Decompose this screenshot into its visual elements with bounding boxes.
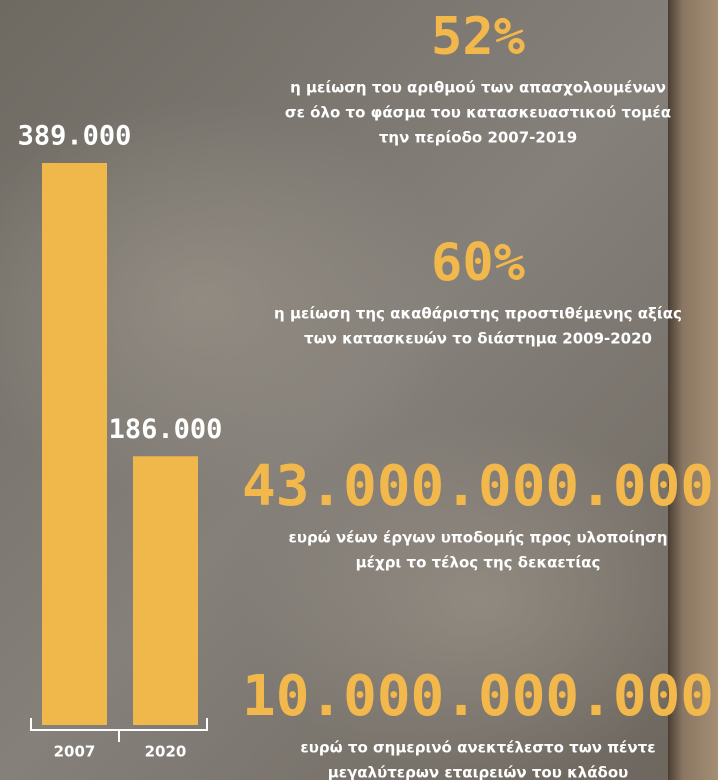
stat-figure: 43.000.000.000 — [242, 454, 714, 519]
stat-text: μέχρι το τέλος της δεκαετίας — [356, 554, 601, 572]
bar — [42, 163, 107, 725]
value-label: 389.000 — [18, 121, 132, 152]
stat-figure: 10.000.000.000 — [242, 664, 714, 729]
stat-text: των κατασκευών το διάστημα 2009-2020 — [304, 330, 652, 348]
stat-text: ευρώ το σημερινό ανεκτέλεστο των πέντε — [300, 739, 655, 757]
stat-text: η μείωση του αριθμού των απασχολουμένων — [290, 79, 666, 97]
stat-text: την περίοδο 2007-2019 — [379, 129, 577, 147]
x-tick-label: 2020 — [145, 743, 187, 761]
stat-text: σε όλο το φάσμα του κατασκευαστικού τομέ… — [285, 104, 671, 122]
stat-text: η μείωση της ακαθάριστης προστιθέμενης α… — [274, 305, 682, 323]
wood-plank — [668, 0, 718, 780]
x-tick-label: 2007 — [54, 743, 96, 761]
bar — [133, 456, 198, 725]
stat-figure: 60% — [431, 233, 525, 293]
stat-text: ευρώ νέων έργων υποδομής προς υλοποίηση — [288, 529, 667, 547]
value-label: 186.000 — [109, 414, 223, 445]
infographic: 389.000 2007 186.000 2020 52% η μείωση του α… — [0, 0, 718, 780]
stat-text: μεγαλύτερων εταιρειών του κλάδου — [328, 764, 629, 780]
stat-figure: 52% — [431, 7, 525, 67]
